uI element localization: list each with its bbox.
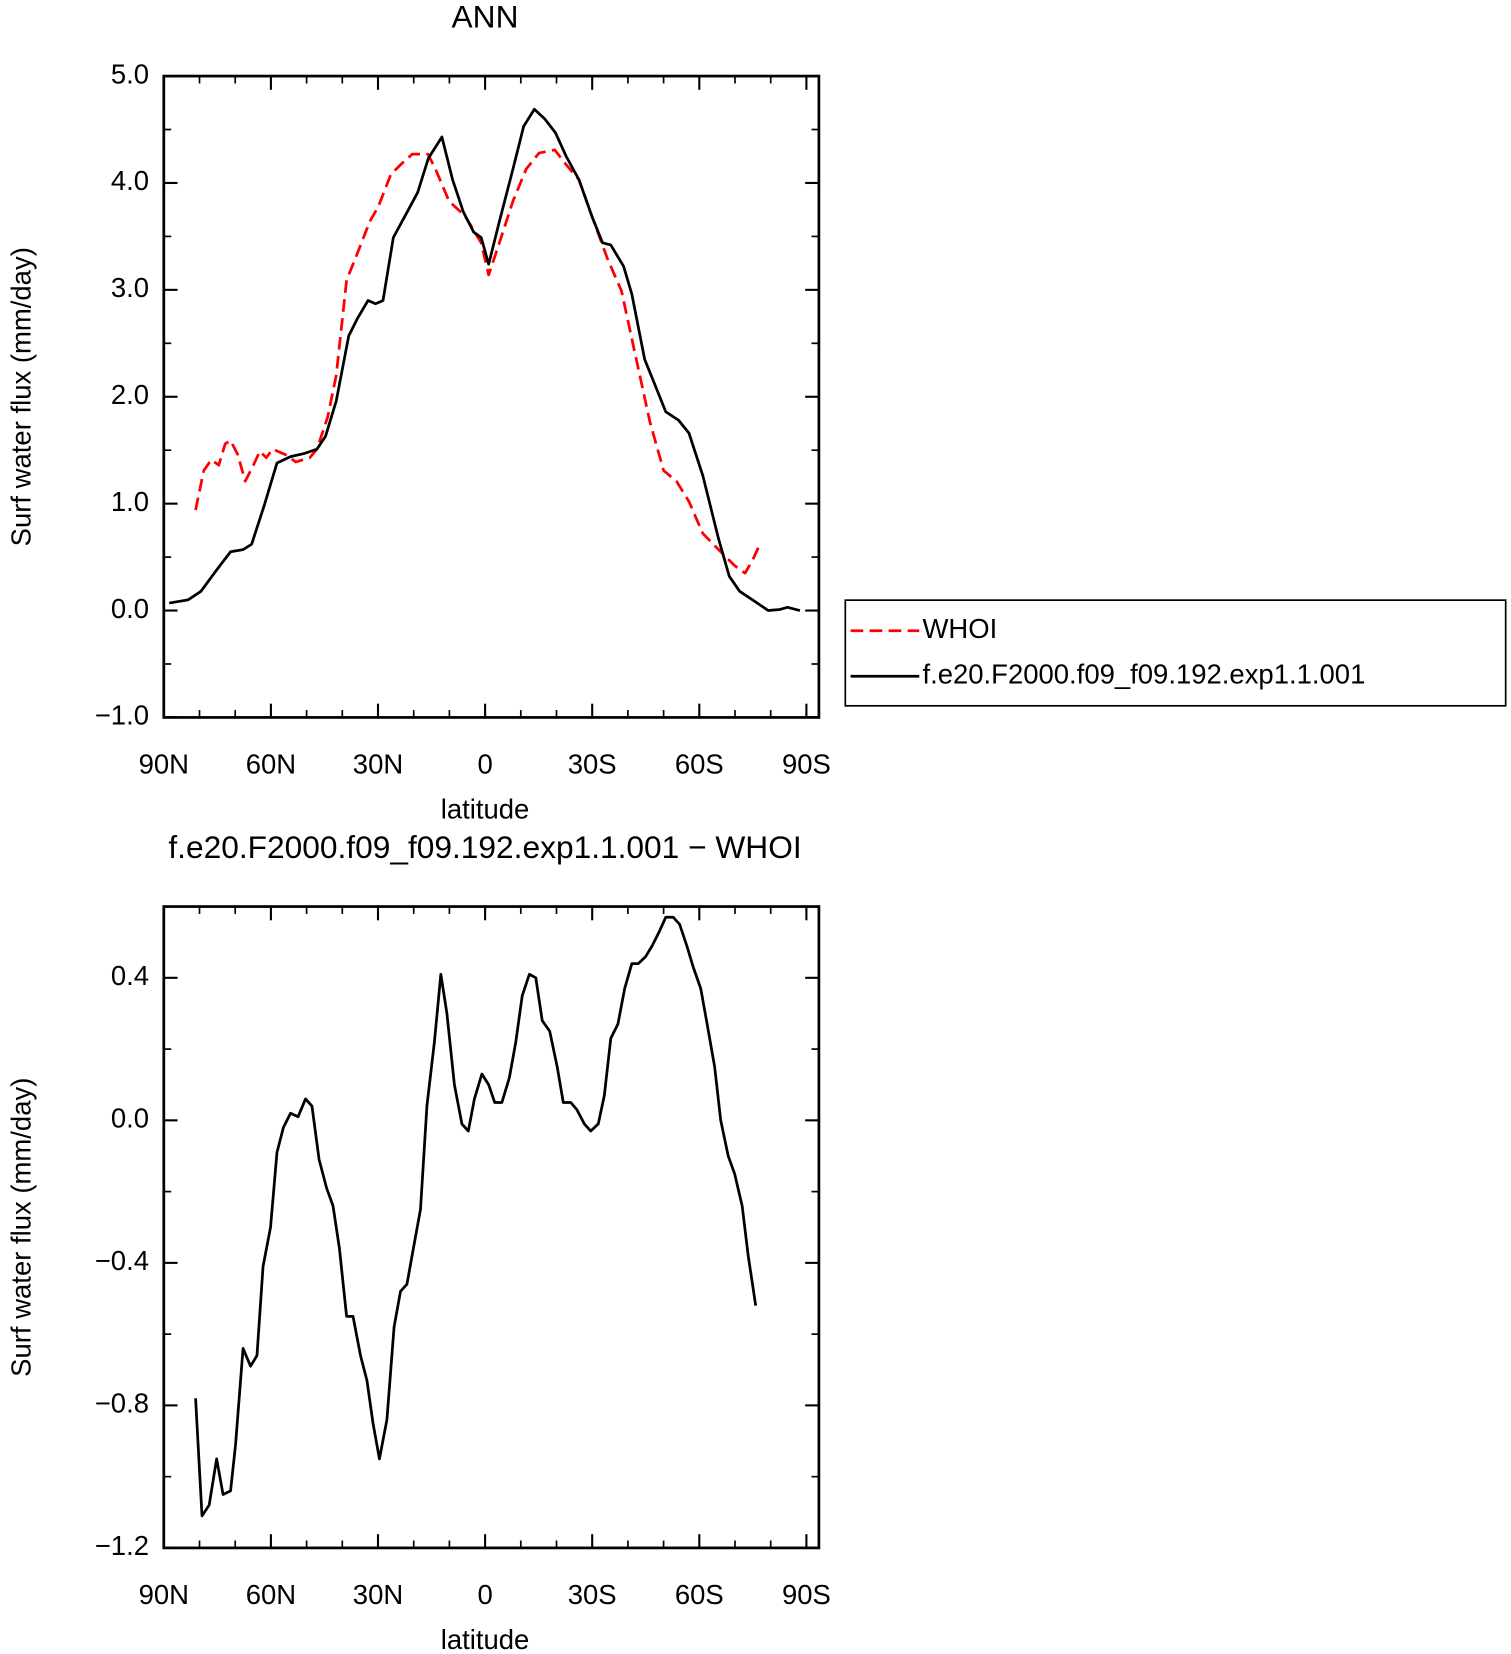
- y-tick-label: 0.0: [111, 593, 149, 624]
- x-tick-label: 30N: [353, 748, 403, 779]
- y-tick-label: −0.8: [95, 1388, 149, 1419]
- y-tick-label: 4.0: [111, 165, 149, 196]
- y-axis-label: Surf water flux (mm/day): [6, 1078, 37, 1377]
- x-tick-label: 60N: [246, 748, 296, 779]
- x-tick-label: 30S: [568, 1579, 617, 1610]
- data-line: [168, 107, 801, 612]
- x-tick-label: 60S: [675, 1579, 724, 1610]
- y-tick-label: 5.0: [111, 58, 149, 89]
- x-tick-label: 0: [477, 748, 492, 779]
- y-tick-label: 0.4: [111, 960, 149, 991]
- data-line: [194, 148, 761, 575]
- y-axis-label: Surf water flux (mm/day): [6, 247, 37, 546]
- plot-frame: [162, 905, 821, 1550]
- y-tick-label: −1.0: [95, 700, 149, 731]
- legend-label: WHOI: [922, 613, 997, 644]
- y-tick-label: 0.0: [111, 1103, 149, 1134]
- x-tick-label: 90S: [782, 1579, 831, 1610]
- y-tick-label: −0.4: [95, 1245, 149, 1276]
- x-axis-label: latitude: [441, 794, 530, 825]
- legend-box: [844, 599, 1507, 707]
- plot-frame: [162, 74, 821, 719]
- x-tick-label: 0: [477, 1579, 492, 1610]
- x-tick-label: 60N: [246, 1579, 296, 1610]
- x-axis-label: latitude: [441, 1624, 530, 1654]
- x-tick-label: 60S: [675, 748, 724, 779]
- chart-title: f.e20.F2000.f09_f09.192.exp1.1.001 − WHO…: [168, 829, 801, 865]
- y-tick-label: 2.0: [111, 379, 149, 410]
- data-line: [194, 915, 758, 1518]
- y-tick-label: 3.0: [111, 272, 149, 303]
- x-tick-label: 30N: [353, 1579, 403, 1610]
- x-tick-label: 90N: [139, 748, 189, 779]
- y-tick-label: 1.0: [111, 486, 149, 517]
- x-tick-label: 90S: [782, 748, 831, 779]
- x-tick-label: 90N: [139, 1579, 189, 1610]
- legend-label: f.e20.F2000.f09_f09.192.exp1.1.001: [922, 658, 1365, 689]
- x-tick-label: 30S: [568, 748, 617, 779]
- chart-title: ANN: [452, 0, 519, 34]
- y-tick-label: −1.2: [95, 1530, 149, 1561]
